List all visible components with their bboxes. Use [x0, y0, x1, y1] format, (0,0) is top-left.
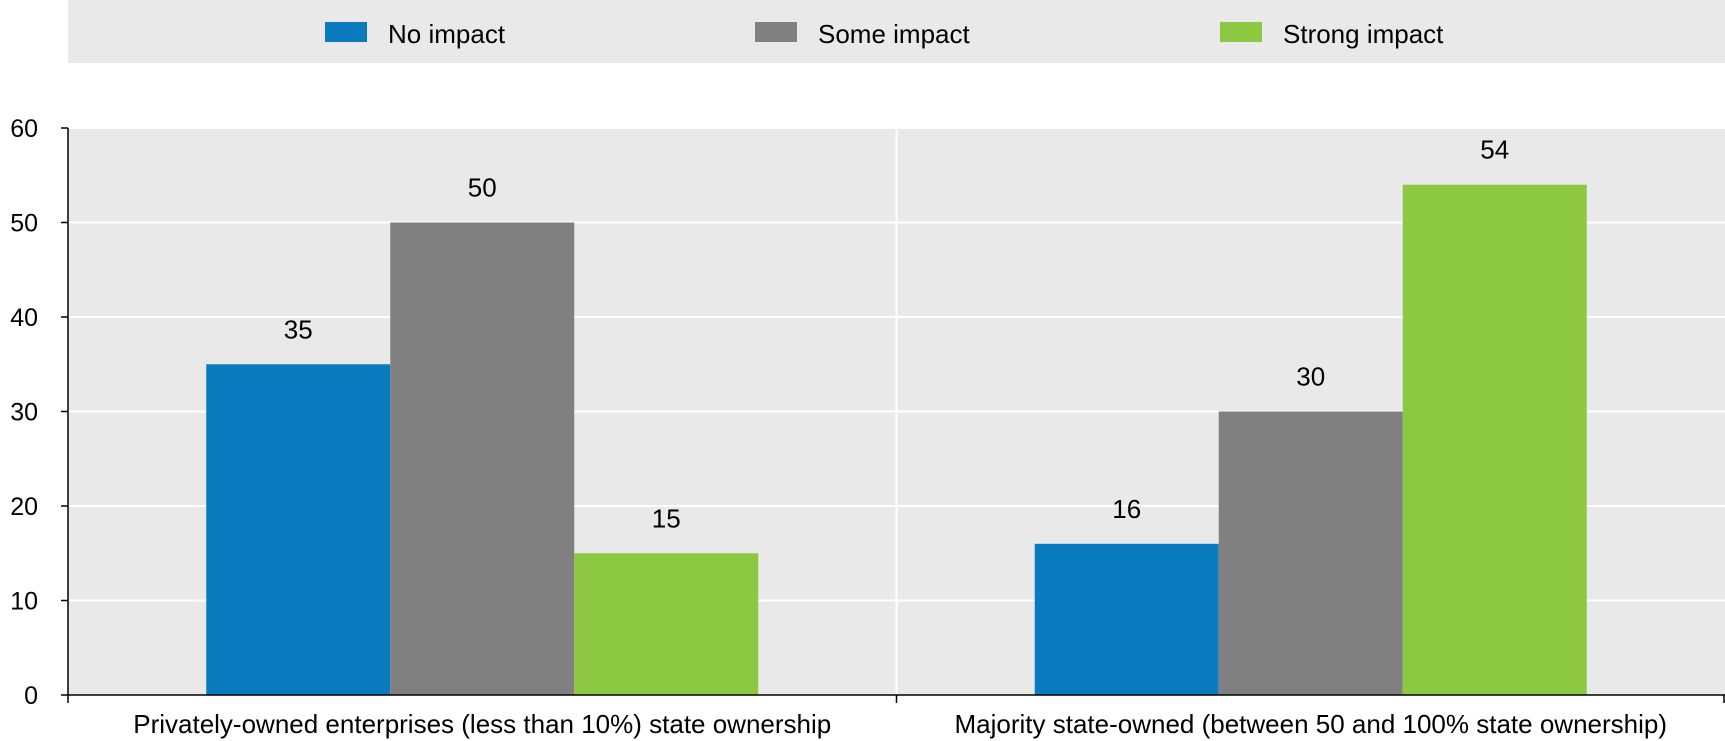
- bar-some-impact-1: [1218, 411, 1403, 695]
- data-labels: 35 50 15 16 30 54: [284, 135, 1509, 534]
- bar-some-impact-0: [390, 222, 575, 695]
- data-label-some-impact-0: 50: [468, 173, 497, 203]
- y-tick-label-10: 10: [10, 588, 38, 616]
- y-tick-label-40: 40: [10, 304, 38, 332]
- bar-no-impact-0: [206, 364, 391, 695]
- axes: 0 10 20 30 40 50 60 Privately-owned enterprises…: [10, 115, 1725, 739]
- category-label-0: Privately-owned enterprises (less than 1…: [133, 709, 831, 739]
- legend: No impact Some impact Strong impact: [325, 19, 1444, 49]
- y-tick-label-30: 30: [10, 399, 38, 427]
- y-tick-label-0: 0: [24, 682, 38, 710]
- legend-swatch-strong-impact: [1220, 22, 1262, 42]
- bars: [206, 184, 1587, 695]
- data-label-some-impact-1: 30: [1296, 362, 1325, 392]
- bar-strong-impact-1: [1402, 184, 1587, 695]
- legend-label-strong-impact: Strong impact: [1283, 19, 1444, 49]
- bar-no-impact-1: [1034, 543, 1219, 695]
- y-tick-label-60: 60: [10, 115, 38, 143]
- data-label-strong-impact-0: 15: [652, 503, 681, 533]
- legend-label-some-impact: Some impact: [818, 19, 970, 49]
- legend-swatch-no-impact: [325, 22, 367, 42]
- data-label-strong-impact-1: 54: [1480, 135, 1509, 165]
- legend-label-no-impact: No impact: [388, 19, 506, 49]
- data-label-no-impact-1: 16: [1112, 494, 1141, 524]
- y-tick-label-50: 50: [10, 210, 38, 238]
- y-tick-label-20: 20: [10, 493, 38, 521]
- legend-swatch-some-impact: [755, 22, 797, 42]
- data-label-no-impact-0: 35: [284, 314, 313, 344]
- bar-strong-impact-0: [574, 553, 759, 695]
- category-label-1: Majority state-owned (between 50 and 100…: [954, 709, 1667, 739]
